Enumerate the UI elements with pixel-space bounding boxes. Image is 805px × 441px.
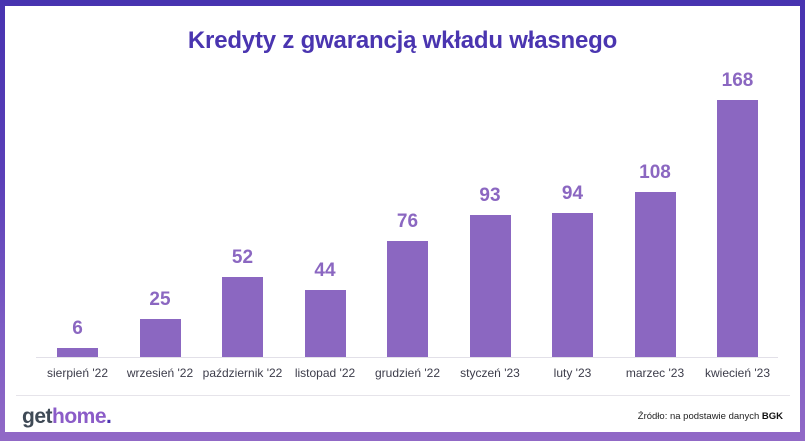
bar-value-label: 94 (561, 183, 584, 204)
footer-divider (16, 395, 790, 396)
logo-home: home (52, 405, 107, 428)
bar (139, 319, 181, 357)
category-label: styczeń '23 (460, 366, 520, 380)
gethome-logo: gethome. (22, 405, 112, 429)
bar-value-label: 44 (314, 260, 336, 281)
bar-value-label: 6 (72, 318, 83, 339)
category-label: grudzień '22 (374, 366, 440, 380)
logo-get: get (22, 405, 53, 428)
source-note: Źródło: na podstawie danych BGK (638, 411, 783, 422)
bar-value-label: 108 (639, 162, 671, 183)
bar-value-label: 76 (396, 211, 419, 232)
bar (552, 213, 593, 357)
category-label: kwiecień '23 (705, 366, 770, 380)
category-label: sierpień '22 (47, 366, 108, 380)
bar-value-label: 168 (721, 70, 754, 91)
bar (387, 241, 428, 357)
bar (304, 290, 346, 357)
bar (222, 277, 263, 357)
source-prefix: Źródło: na podstawie danych (637, 411, 762, 422)
source-bgk: BGK (761, 411, 783, 422)
bar-value-label: 93 (479, 185, 501, 206)
category-label: wrzesień '22 (126, 366, 194, 380)
chart-title: Kredyty z gwarancją wkładu własnego (187, 27, 618, 54)
category-label: luty '23 (553, 366, 592, 380)
x-axis-baseline (36, 357, 778, 358)
category-label: listopad '22 (294, 366, 356, 380)
bar (634, 192, 676, 357)
bar-value-label: 52 (231, 247, 254, 268)
logo-dot: . (106, 405, 112, 428)
bar (57, 348, 98, 357)
category-label: październik '22 (202, 366, 283, 380)
bar (469, 215, 511, 357)
bar (717, 100, 758, 357)
bar-value-label: 25 (149, 289, 171, 310)
category-label: marzec '23 (625, 366, 685, 380)
